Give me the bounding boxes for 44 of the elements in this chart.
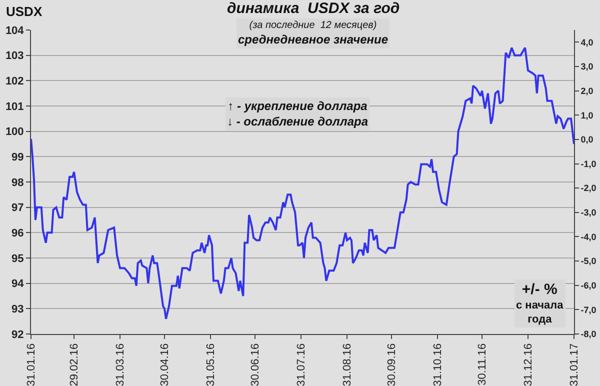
x-tick-label: 30.09.16: [386, 343, 398, 386]
y2-tick-label: -1,0: [580, 158, 596, 169]
y2-tick-label: -2,0: [580, 183, 596, 194]
y2-tick-label: 3,0: [580, 62, 594, 72]
y-tick-label: 92: [12, 328, 24, 341]
y2-tick-label: -7,0: [580, 304, 596, 315]
chart-subtitle: (за последние 12 месяцев) среднедневное значение: [238, 20, 388, 47]
y-tick-label: 96: [12, 228, 24, 240]
y2-tick-label: -4,0: [580, 232, 596, 242]
x-tick-label: 30.06.16: [250, 343, 262, 386]
x-tick-label: 31.12.16: [522, 343, 535, 386]
y2-tick-label: 4,0: [580, 37, 594, 48]
y-tick-label: 98: [12, 176, 24, 189]
y-tick-label: 104: [5, 24, 25, 37]
y-tick-label: 99: [12, 152, 24, 164]
y2-tick-label: -3,0: [580, 208, 596, 218]
x-tick-label: 30.04.16: [159, 343, 172, 386]
chart-title: динамика USDX за год: [227, 0, 400, 17]
x-tick-label: 31.07.16: [296, 343, 308, 386]
x-tick-label: 31.05.16: [205, 343, 218, 386]
y-tick-label: 93: [12, 304, 24, 316]
y-tick-label: 97: [12, 202, 24, 214]
y2-tick-label: -5,0: [580, 256, 596, 266]
y2-axis-title: +/- % с начала года: [516, 281, 564, 326]
y2-tick-label: 1,0: [580, 110, 594, 120]
y-tick-label: 101: [5, 100, 24, 113]
y2-tick-label: 2,0: [580, 86, 594, 96]
x-tick-label: 31.03.16: [114, 343, 127, 386]
x-tick-label: 31.01.16: [26, 343, 38, 386]
y-axis-title: USDX: [6, 4, 42, 19]
x-tick-label: 29.02.16: [68, 343, 81, 386]
y2-tick-label: -8,0: [580, 329, 596, 340]
annotation: ↑ - укрепление доллара ↓ - ослабление доллара: [227, 99, 368, 129]
y2-tick-label: 0,0: [580, 134, 594, 145]
x-tick-label: 31.10.16: [432, 343, 444, 386]
y-tick-label: 100: [5, 126, 24, 138]
y-tick-label: 95: [12, 252, 24, 265]
x-tick-label: 31.08.16: [342, 343, 354, 386]
y-tick-label: 94: [12, 278, 25, 290]
x-tick-label: 31.01.17: [568, 343, 581, 386]
x-tick-label: 30.11.16: [476, 343, 489, 386]
y2-tick-label: -6,0: [580, 280, 596, 291]
y-tick-label: 103: [5, 50, 24, 62]
y-tick-label: 102: [5, 76, 24, 88]
